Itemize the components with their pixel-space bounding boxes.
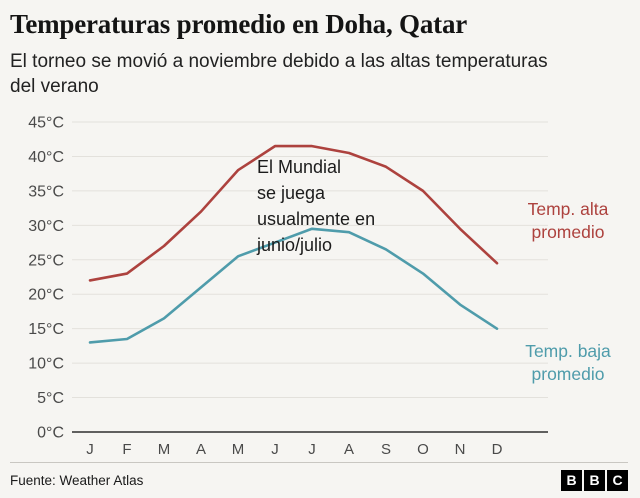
bbc-logo-letter: B (584, 469, 605, 491)
chart-subtitle: El torneo se movió a noviembre debido a … (10, 51, 548, 98)
line-chart: 0°C 5°C 10°C 15°C 20°C 25°C 30°C 35°C 40°C 45°C J F… (28, 114, 548, 458)
series-label-high: Temp. alta promedio (527, 198, 609, 243)
plot-area: 0°C 5°C 10°C 15°C 20°C 25°C 30°C 35°C 40°C 45°C J F… (10, 102, 628, 462)
y-tick-label: 0°C (37, 424, 64, 441)
y-tick-label: 30°C (28, 217, 64, 234)
x-tick-label: M (232, 441, 245, 458)
series-label-low: Temp. baja promedio (525, 340, 611, 385)
x-tick-label: M (158, 441, 171, 458)
x-tick-label: S (381, 441, 391, 458)
x-tick-label: N (455, 441, 466, 458)
x-tick-label: J (86, 441, 94, 458)
y-tick-label: 40°C (28, 148, 64, 165)
y-tick-label: 35°C (28, 183, 64, 200)
series-line-high (88, 144, 499, 282)
series-line-low (88, 227, 499, 344)
y-tick-label: 45°C (28, 114, 64, 131)
x-tick-label: F (122, 441, 131, 458)
y-tick-label: 10°C (28, 355, 64, 372)
y-tick-label: 15°C (28, 321, 64, 338)
y-tick-label: 25°C (28, 252, 64, 269)
bbc-logo-letter: C (607, 469, 628, 491)
x-tick-label: D (492, 441, 503, 458)
x-tick-label: A (196, 441, 206, 458)
bbc-logo: B B C (561, 469, 628, 491)
footer: Fuente: Weather Atlas B B C (10, 461, 628, 491)
x-tick-label: J (308, 441, 316, 458)
x-tick-label: A (344, 441, 354, 458)
chart-annotation: El Mundial se juega usualmente en junio/… (257, 156, 376, 255)
page-title: Temperaturas promedio en Doha, Qatar (10, 9, 468, 39)
x-tick-label: O (417, 441, 429, 458)
x-tick-label: J (271, 441, 279, 458)
y-tick-label: 20°C (28, 286, 64, 303)
source-label: Fuente: Weather Atlas (10, 472, 144, 488)
bbc-logo-letter: B (561, 469, 582, 491)
y-tick-label: 5°C (37, 390, 64, 407)
